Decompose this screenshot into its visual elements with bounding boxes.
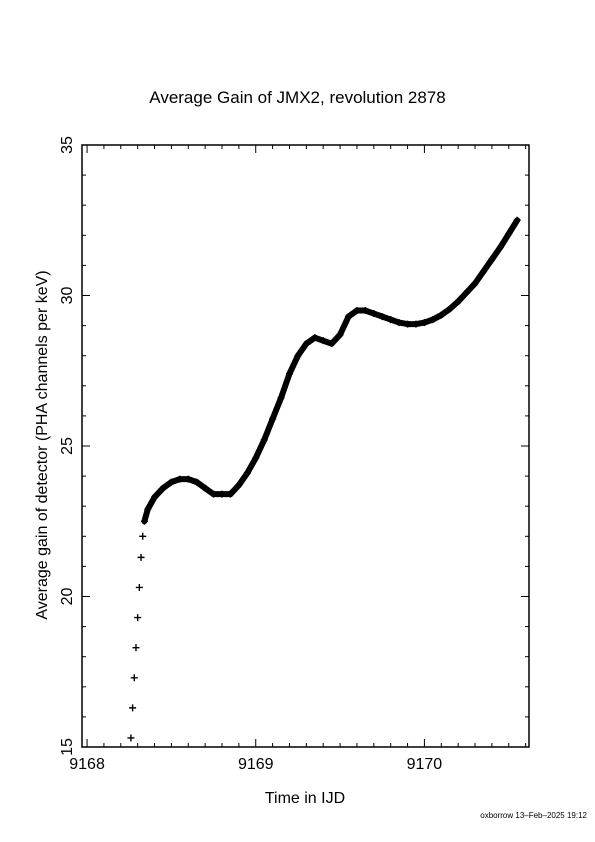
y-tick-label: 30 — [59, 287, 76, 305]
plot-border — [81, 144, 530, 748]
data-trail-segment — [261, 415, 276, 443]
y-tick-label: 15 — [59, 738, 76, 756]
data-trail-segment — [269, 394, 285, 422]
chart-title: Average Gain of JMX2, revolution 2878 — [149, 88, 446, 107]
data-trail-segment — [337, 313, 352, 338]
x-axis-label: Time in IJD — [264, 790, 346, 807]
data-trail-segment — [278, 370, 293, 401]
data-point — [129, 704, 137, 712]
x-tick-label: 9169 — [238, 756, 274, 773]
data-point — [127, 734, 135, 742]
data-point — [134, 614, 142, 622]
x-tick-label: 9168 — [69, 756, 105, 773]
data-series — [127, 216, 521, 742]
data-trail-segment — [505, 217, 521, 237]
data-point — [130, 674, 138, 682]
y-axis-label: Average gain of detector (PHA channels p… — [34, 270, 51, 620]
y-axis-ticks: 15 20 25 30 35 — [59, 136, 529, 756]
x-tick-label: 9170 — [407, 756, 443, 773]
data-point — [135, 583, 143, 591]
y-tick-label: 25 — [59, 437, 76, 455]
footer-timestamp: oxborrow 13–Feb–2025 19:12 — [480, 811, 587, 820]
y-tick-label: 35 — [59, 136, 76, 154]
y-tick-label: 20 — [59, 588, 76, 606]
data-point — [137, 553, 145, 561]
data-point — [139, 532, 147, 540]
data-trail-segment — [252, 436, 268, 462]
data-point — [132, 644, 140, 652]
plot-frame — [81, 144, 530, 748]
x-axis-ticks: 9168 9169 9170 — [69, 145, 527, 773]
data-trail-segment — [286, 352, 301, 377]
